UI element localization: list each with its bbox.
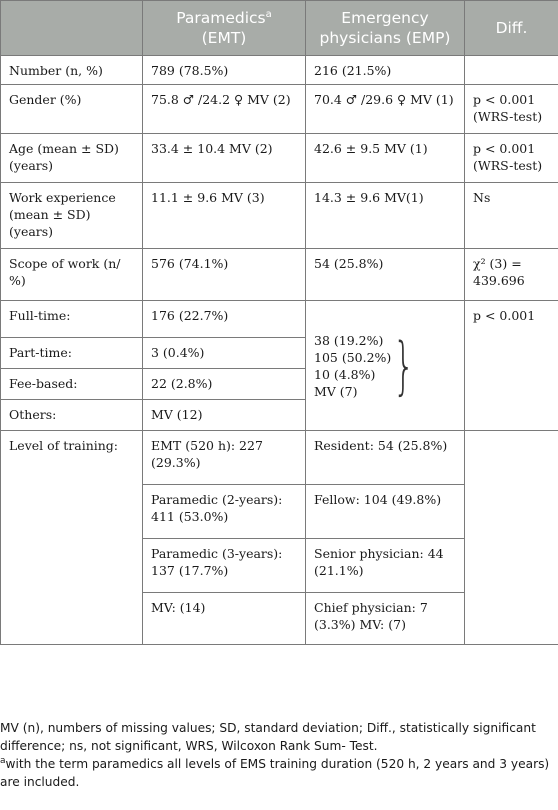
row-label-line3: (years) (9, 224, 54, 239)
table-footnotes: MV (n), numbers of missing values; SD, s… (0, 720, 556, 792)
row-label: Scope of work (n/ %) (0, 248, 143, 301)
emt-value: MV: (14) (142, 592, 306, 645)
table-row-parttime: Part-time: 3 (0.4%) (0, 337, 558, 369)
diff-value (464, 55, 558, 85)
emp-parttime: 105 (50.2%) (314, 350, 392, 365)
footnote-abbreviations: MV (n), numbers of missing values; SD, s… (0, 721, 536, 753)
table-row-training-1: Level of training: EMT (520 h): 227 (29.… (0, 430, 558, 645)
emt-training-line2: (29.3%) (151, 455, 201, 470)
emp-value: 42.6 ± 9.5 MV (1) (305, 133, 465, 183)
scope-diff: p < 0.001 (464, 300, 558, 431)
emp-training-line1: Senior physician: 44 (314, 546, 444, 561)
emp-scope-lines: 38 (19.2%) 105 (50.2%) 10 (4.8%) MV (7) (314, 332, 391, 400)
curly-brace-icon: } (393, 329, 415, 402)
row-label: Level of training: (0, 430, 143, 645)
row-label-line1: Age (mean ± SD) (9, 141, 119, 156)
emt-value: 33.4 ± 10.4 MV (2) (142, 133, 306, 183)
header-paramedics-abbr: (EMT) (201, 29, 247, 47)
diff-test: (WRS-test) (473, 158, 543, 173)
header-row: Paramedicsa (EMT) Emergency physicians (… (0, 0, 558, 56)
diff-p: p < 0.001 (473, 92, 536, 107)
row-label-line2: (years) (9, 158, 54, 173)
emp-value: Resident: 54 (25.8%) (305, 430, 465, 485)
row-label: Full-time: (0, 300, 143, 338)
table-row-training-2: Paramedic (2-years): 411 (53.0%) Fellow:… (1, 484, 558, 539)
emp-value: 54 (25.8%) (305, 248, 465, 301)
table-row-experience: Work experience (mean ± SD) (years) 11.1… (0, 182, 558, 249)
emt-value: 176 (22.7%) (142, 300, 306, 338)
table-row-scope: Scope of work (n/ %) 576 (74.1%) 54 (25.… (0, 248, 558, 301)
header-empty-cell (0, 0, 143, 56)
emp-value: 70.4 ♂ /29.6 ♀ MV (1) (305, 84, 465, 134)
row-label: Work experience (mean ± SD) (years) (0, 182, 143, 249)
footnote-paramedics: awith the term paramedics all levels of … (0, 756, 556, 791)
header-diff: Diff. (464, 0, 558, 56)
row-label-line1: Scope of work (n/ (9, 256, 121, 271)
table-row-fulltime: Full-time: 176 (22.7%) 38 (19.2%) 105 (5… (0, 300, 558, 431)
emp-scope-group: 38 (19.2%) 105 (50.2%) 10 (4.8%) MV (7) … (305, 300, 465, 431)
diff-value: Ns (464, 182, 558, 249)
table-row-age: Age (mean ± SD) (years) 33.4 ± 10.4 MV (… (0, 133, 558, 183)
table-row-training-4: MV: (14) Chief physician: 7 (3.3%) MV: (… (1, 592, 558, 645)
row-label: Others: (0, 399, 143, 431)
row-label-line2: %) (9, 273, 26, 288)
diff-chi: χ² (3) = (473, 256, 522, 271)
emt-training-line1: Paramedic (3-years): (151, 546, 283, 561)
emp-training-line2: (21.1%) (314, 563, 364, 578)
emt-value: 22 (2.8%) (142, 368, 306, 400)
row-label-line2: (mean ± SD) (9, 207, 91, 222)
emp-feebased: 10 (4.8%) (314, 367, 376, 382)
emt-value: EMT (520 h): 227 (29.3%) (142, 430, 306, 485)
emt-value: 75.8 ♂ /24.2 ♀ MV (2) (142, 84, 306, 134)
emt-training-line2: 411 (53.0%) (151, 509, 229, 524)
training-diff (464, 430, 558, 645)
emt-training-line2: 137 (17.7%) (151, 563, 229, 578)
emt-value: 789 (78.5%) (142, 55, 306, 85)
emp-others: MV (7) (314, 384, 358, 399)
table-row-feebased: Fee-based: 22 (2.8%) (0, 368, 558, 400)
diff-p: p < 0.001 (473, 141, 536, 156)
footnote-paramedics-text: with the term paramedics all levels of E… (0, 757, 550, 789)
emp-scope-brace-group: 38 (19.2%) 105 (50.2%) 10 (4.8%) MV (7) … (314, 332, 457, 400)
header-physicians: Emergency physicians (EMP) (305, 0, 465, 56)
emt-value: 11.1 ± 9.6 MV (3) (142, 182, 306, 249)
diff-chi-value: 439.696 (473, 273, 525, 288)
emp-value: Chief physician: 7 (3.3%) MV: (7) (305, 592, 465, 645)
row-label: Gender (%) (0, 84, 143, 134)
row-label-line1: Work experience (9, 190, 116, 205)
emp-value: 216 (21.5%) (305, 55, 465, 85)
diff-value: p < 0.001 (WRS-test) (464, 133, 558, 183)
header-physicians-line2: physicians (EMP) (319, 29, 451, 47)
row-label: Part-time: (0, 337, 143, 369)
emt-training-line1: EMT (520 h): 227 (151, 438, 263, 453)
emp-training-line2: (3.3%) MV: (7) (314, 617, 406, 632)
emp-fulltime: 38 (19.2%) (314, 333, 384, 348)
header-paramedics-label: Paramedics (176, 9, 266, 27)
header-paramedics-sup: a (265, 8, 272, 20)
emp-value: 14.3 ± 9.6 MV(1) (305, 182, 465, 249)
header-paramedics: Paramedicsa (EMT) (142, 0, 306, 56)
diff-test: (WRS-test) (473, 109, 543, 124)
row-label: Age (mean ± SD) (years) (0, 133, 143, 183)
table-row-others: Others: MV (12) (0, 399, 558, 431)
diff-value: χ² (3) = 439.696 (464, 248, 558, 301)
emt-value: 3 (0.4%) (142, 337, 306, 369)
emt-value: Paramedic (3-years): 137 (17.7%) (142, 538, 306, 593)
header-physicians-line1: Emergency (341, 9, 429, 27)
footnote-sup: a (0, 755, 6, 766)
emp-value: Fellow: 104 (49.8%) (305, 484, 465, 539)
emt-value: 576 (74.1%) (142, 248, 306, 301)
emp-value: Senior physician: 44 (21.1%) (305, 538, 465, 593)
emt-training-line1: Paramedic (2-years): (151, 492, 283, 507)
demographics-table: Paramedicsa (EMT) Emergency physicians (… (0, 0, 558, 645)
table-row-gender: Gender (%) 75.8 ♂ /24.2 ♀ MV (2) 70.4 ♂ … (0, 84, 558, 134)
emp-training-line1: Chief physician: 7 (314, 600, 428, 615)
diff-value: p < 0.001 (WRS-test) (464, 84, 558, 134)
row-label: Fee-based: (0, 368, 143, 400)
emt-value: Paramedic (2-years): 411 (53.0%) (142, 484, 306, 539)
emt-value: MV (12) (142, 399, 306, 431)
table-row-number: Number (n, %) 789 (78.5%) 216 (21.5%) (0, 55, 558, 85)
row-label: Number (n, %) (0, 55, 143, 85)
